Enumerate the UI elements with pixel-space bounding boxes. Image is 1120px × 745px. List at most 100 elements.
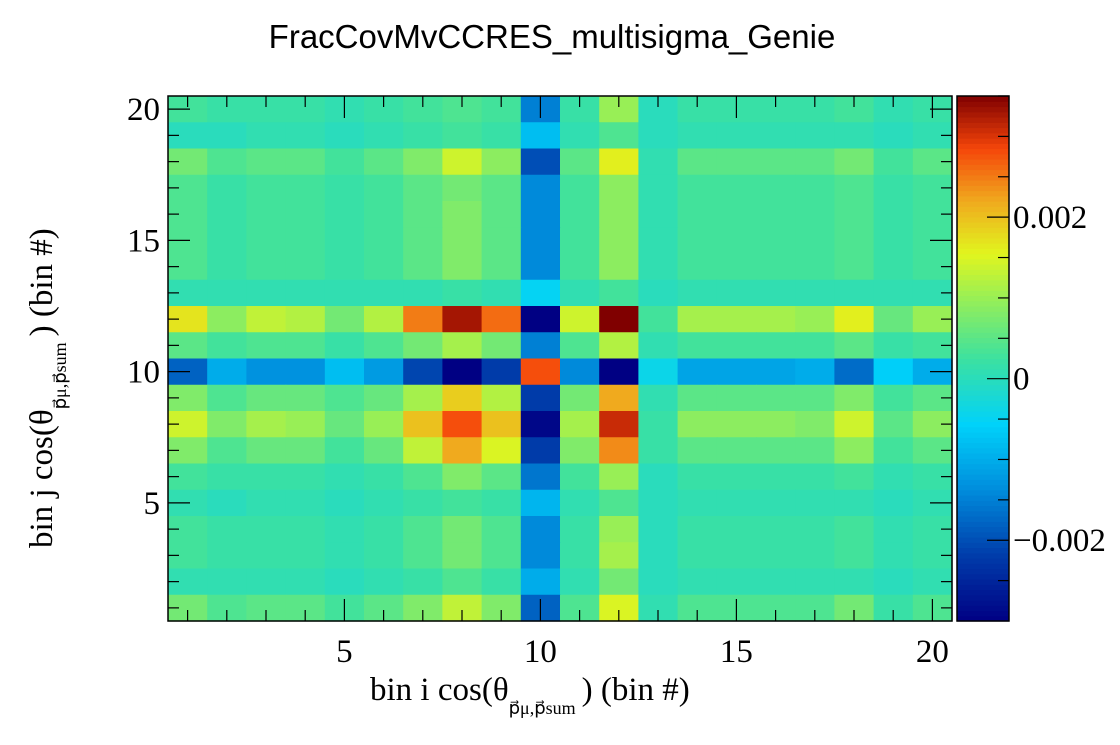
- heatmap-cell: [324, 279, 365, 307]
- heatmap-cell: [285, 437, 326, 465]
- heatmap-cell: [560, 542, 600, 570]
- heatmap-cell: [285, 568, 326, 596]
- heatmap-cell: [638, 148, 679, 176]
- heatmap-cell: [364, 174, 404, 202]
- heatmap-cell: [795, 463, 835, 491]
- heatmap-cell: [560, 201, 600, 228]
- heatmap-cell: [442, 227, 483, 255]
- heatmap-cell: [364, 306, 404, 333]
- color-scale-segment: [957, 332, 1009, 339]
- heatmap-cell: [520, 227, 561, 255]
- heatmap-cell: [560, 279, 600, 307]
- heatmap-cell: [599, 174, 639, 202]
- heatmap-cell: [638, 463, 679, 491]
- heatmap-cell: [795, 358, 835, 386]
- heatmap-cell: [677, 411, 718, 438]
- title-box: [188, 14, 932, 66]
- color-scale-segment: [957, 190, 1009, 197]
- color-scale-segment: [957, 505, 1009, 512]
- heatmap-cell: [207, 437, 247, 465]
- heatmap-cell: [364, 384, 404, 412]
- heatmap-cell: [873, 148, 914, 176]
- heatmap-cell: [207, 306, 247, 333]
- heatmap-cell: [716, 332, 757, 360]
- heatmap-cell: [481, 174, 522, 202]
- color-scale-segment: [957, 542, 1009, 549]
- color-scale: [957, 96, 1009, 622]
- heatmap-cell: [560, 227, 600, 255]
- color-scale-segment: [957, 395, 1009, 402]
- heatmap-cell: [207, 332, 247, 360]
- heatmap-cell: [716, 437, 757, 465]
- heatmap-cell: [599, 148, 639, 176]
- heatmap-cell: [442, 384, 483, 412]
- heatmap-cell: [285, 332, 326, 360]
- heatmap-cell: [795, 568, 835, 596]
- heatmap-cell: [364, 358, 404, 386]
- color-scale-segment: [957, 279, 1009, 286]
- heatmap-cell: [520, 174, 561, 202]
- heatmap-cell: [207, 279, 247, 307]
- heatmap-cell: [246, 148, 287, 176]
- heatmap-cell: [481, 437, 522, 465]
- heatmap-cell: [481, 332, 522, 360]
- heatmap-cell: [756, 148, 796, 176]
- color-scale-segment: [957, 185, 1009, 192]
- heatmap-cell: [364, 516, 404, 543]
- heatmap-cell: [560, 122, 600, 150]
- heatmap-cell: [599, 279, 639, 307]
- color-scale-segment: [957, 164, 1009, 171]
- heatmap-cell: [795, 174, 835, 202]
- color-scale-segment: [957, 122, 1009, 129]
- heatmap-cell: [756, 437, 796, 465]
- heatmap-cell: [873, 384, 914, 412]
- heatmap-cell: [873, 306, 914, 333]
- heatmap-cell: [324, 384, 365, 412]
- color-scale-segment: [957, 579, 1009, 585]
- heatmap-cell: [520, 332, 561, 360]
- heatmap-cell: [481, 201, 522, 228]
- heatmap-cell: [795, 437, 835, 465]
- heatmap-cell: [403, 542, 443, 570]
- heatmap-cell: [481, 568, 522, 596]
- heatmap-cell: [324, 568, 365, 596]
- heatmap-cell: [481, 358, 522, 386]
- color-scale-segment: [957, 416, 1009, 423]
- heatmap-cell: [520, 516, 561, 543]
- color-scale-label: 0: [1013, 362, 1030, 398]
- heatmap-cell: [285, 253, 326, 281]
- heatmap-cell: [638, 358, 679, 386]
- heatmap-cell: [716, 306, 757, 333]
- color-scale-segment: [957, 531, 1009, 538]
- heatmap-cell: [638, 279, 679, 307]
- color-scale-segment: [957, 248, 1009, 255]
- heatmap-cell: [599, 332, 639, 360]
- heatmap-cell: [599, 463, 639, 491]
- heatmap-cell: [364, 332, 404, 360]
- color-scale-segment: [957, 138, 1009, 144]
- heatmap-cell: [677, 148, 718, 176]
- heatmap-cell: [873, 358, 914, 386]
- heatmap-cell: [560, 568, 600, 596]
- heatmap-cell: [481, 463, 522, 491]
- color-scale-segment: [957, 437, 1009, 444]
- heatmap-cells: [168, 96, 953, 622]
- color-scale-segment: [957, 600, 1009, 606]
- color-scale-label: −0.002: [1013, 523, 1106, 559]
- color-scale-segment: [957, 568, 1009, 575]
- heatmap-cell: [442, 174, 483, 202]
- heatmap-cell: [834, 306, 875, 333]
- color-scale-segment: [957, 510, 1009, 517]
- heatmap-cell: [403, 253, 443, 281]
- color-scale-label: 0.002: [1013, 200, 1087, 236]
- x-tick-label: 20: [916, 634, 949, 670]
- color-scale-segment: [957, 232, 1009, 239]
- heatmap-cell: [599, 201, 639, 228]
- heatmap-cell: [207, 411, 247, 438]
- heatmap-cell: [285, 201, 326, 228]
- heatmap-cell: [677, 358, 718, 386]
- heatmap-cell: [246, 384, 287, 412]
- heatmap-cell: [246, 253, 287, 281]
- heatmap-cell: [520, 306, 561, 333]
- heatmap-cell: [364, 227, 404, 255]
